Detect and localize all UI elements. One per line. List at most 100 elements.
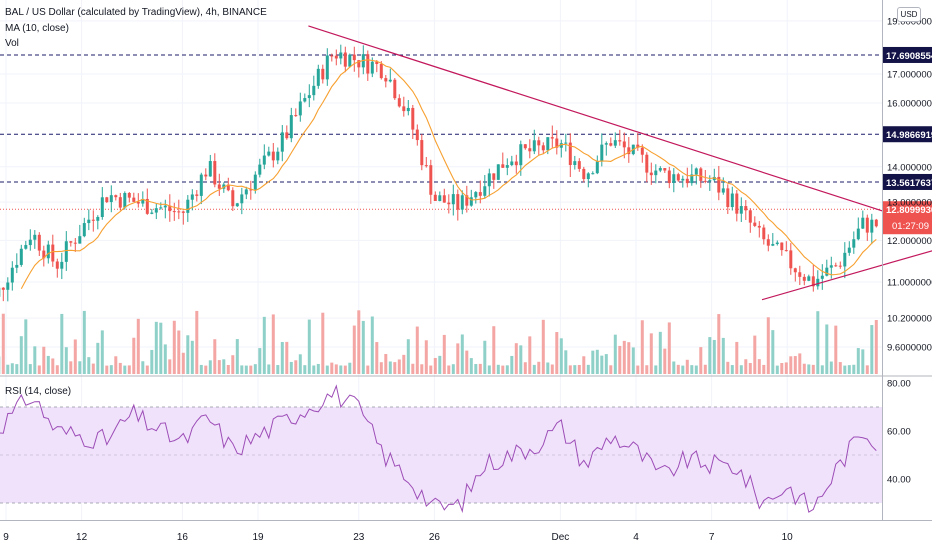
candle-7[interactable] xyxy=(10,267,14,283)
candle-112[interactable] xyxy=(483,186,487,196)
candle-114[interactable] xyxy=(492,173,496,180)
candle-139[interactable] xyxy=(604,143,608,145)
candle-142[interactable] xyxy=(618,140,622,142)
candle-97[interactable] xyxy=(415,129,419,141)
candle-82[interactable] xyxy=(348,54,352,67)
level-label-1[interactable]: 14.9866919 xyxy=(886,130,932,141)
candle-22[interactable] xyxy=(78,236,82,244)
candle-121[interactable] xyxy=(523,144,527,149)
candle-195[interactable] xyxy=(856,228,860,240)
volume-legend[interactable]: Vol xyxy=(5,38,19,49)
candle-153[interactable] xyxy=(667,170,671,184)
candle-80[interactable] xyxy=(339,52,343,59)
candle-166[interactable] xyxy=(726,188,730,208)
candle-64[interactable] xyxy=(267,151,271,156)
candle-192[interactable] xyxy=(843,252,847,267)
candle-106[interactable] xyxy=(456,194,460,210)
candle-133[interactable] xyxy=(577,161,581,169)
candle-105[interactable] xyxy=(451,194,455,205)
candle-169[interactable] xyxy=(739,206,743,214)
candle-72[interactable] xyxy=(303,98,307,102)
candle-6[interactable] xyxy=(6,282,10,290)
candle-170[interactable] xyxy=(744,206,748,211)
candle-45[interactable] xyxy=(181,211,185,213)
candle-86[interactable] xyxy=(366,54,370,74)
candle-113[interactable] xyxy=(487,173,491,187)
candle-150[interactable] xyxy=(654,170,658,176)
symbol-legend[interactable]: BAL / US Dollar (calculated by TradingVi… xyxy=(5,7,267,18)
candle-49[interactable] xyxy=(199,174,203,196)
ma-line[interactable] xyxy=(20,59,877,289)
candle-30[interactable] xyxy=(114,195,118,198)
candle-199[interactable] xyxy=(874,219,878,227)
candle-115[interactable] xyxy=(496,164,500,180)
candle-183[interactable] xyxy=(802,276,806,281)
candle-191[interactable] xyxy=(838,265,842,267)
candle-155[interactable] xyxy=(676,174,680,181)
candle-69[interactable] xyxy=(289,115,293,139)
candle-136[interactable] xyxy=(591,173,595,175)
candle-58[interactable] xyxy=(240,194,244,204)
candle-19[interactable] xyxy=(64,241,68,262)
candle-60[interactable] xyxy=(249,189,253,191)
candle-90[interactable] xyxy=(384,78,388,82)
candle-141[interactable] xyxy=(613,140,617,146)
candle-39[interactable] xyxy=(154,208,158,213)
candle-126[interactable] xyxy=(546,137,550,151)
candle-36[interactable] xyxy=(141,198,145,204)
candle-74[interactable] xyxy=(312,85,316,96)
candle-123[interactable] xyxy=(532,140,536,152)
currency-badge[interactable]: USD xyxy=(897,7,921,22)
candle-137[interactable] xyxy=(595,161,599,174)
candle-5[interactable] xyxy=(1,287,5,290)
candle-164[interactable] xyxy=(717,176,721,193)
candle-47[interactable] xyxy=(190,194,194,200)
candle-77[interactable] xyxy=(325,55,329,80)
candle-160[interactable] xyxy=(699,168,703,181)
candle-61[interactable] xyxy=(253,174,257,190)
rsi-legend[interactable]: RSI (14, close) xyxy=(5,386,72,397)
candle-172[interactable] xyxy=(753,222,757,226)
candle-34[interactable] xyxy=(132,197,136,202)
candle-68[interactable] xyxy=(285,132,289,139)
candle-37[interactable] xyxy=(145,198,149,214)
candle-56[interactable] xyxy=(231,190,235,207)
candle-23[interactable] xyxy=(82,223,86,237)
candle-171[interactable] xyxy=(748,210,752,223)
candle-15[interactable] xyxy=(46,244,50,259)
candle-193[interactable] xyxy=(847,247,851,253)
candle-10[interactable] xyxy=(24,245,28,249)
candle-29[interactable] xyxy=(109,195,113,203)
candle-66[interactable] xyxy=(276,151,280,161)
candle-101[interactable] xyxy=(433,194,437,201)
candle-59[interactable] xyxy=(244,189,248,195)
candle-28[interactable] xyxy=(105,197,109,203)
candle-50[interactable] xyxy=(204,174,208,177)
candle-181[interactable] xyxy=(793,268,797,273)
candle-65[interactable] xyxy=(271,151,275,161)
candle-125[interactable] xyxy=(541,145,545,151)
candle-179[interactable] xyxy=(784,250,788,252)
candle-35[interactable] xyxy=(136,201,140,204)
candle-94[interactable] xyxy=(402,106,406,112)
axis-layer[interactable] xyxy=(0,0,932,521)
candle-83[interactable] xyxy=(352,54,356,61)
candle-127[interactable] xyxy=(550,137,554,139)
rsi-line[interactable] xyxy=(0,384,877,514)
candle-119[interactable] xyxy=(514,161,518,166)
candle-21[interactable] xyxy=(73,242,77,244)
candle-151[interactable] xyxy=(658,168,662,171)
candle-8[interactable] xyxy=(15,264,19,268)
candle-108[interactable] xyxy=(465,195,469,206)
candle-147[interactable] xyxy=(640,147,644,155)
candle-122[interactable] xyxy=(528,148,532,152)
candle-25[interactable] xyxy=(91,219,95,221)
candle-48[interactable] xyxy=(195,194,199,196)
candle-78[interactable] xyxy=(330,55,334,57)
candle-38[interactable] xyxy=(150,212,154,214)
candle-157[interactable] xyxy=(685,178,689,184)
candle-190[interactable] xyxy=(834,265,838,267)
candle-84[interactable] xyxy=(357,60,361,68)
candle-9[interactable] xyxy=(19,248,23,265)
